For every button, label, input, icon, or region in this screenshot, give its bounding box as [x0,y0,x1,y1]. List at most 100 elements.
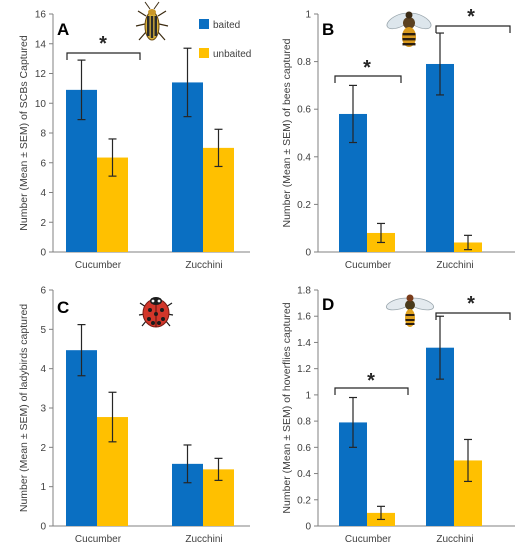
ladybird-spot [161,317,165,321]
ladybird-spot [147,317,151,321]
significance-bracket [334,75,402,83]
beetle-stripe [150,16,154,38]
legend-label-unbaited: unbaited [213,49,251,60]
bee-abdomen [402,27,416,47]
y-tick-label: 2 [40,218,46,229]
legend-label-baited: baited [213,20,240,31]
y-tick-label: 1.6 [297,312,311,323]
bee-icon [386,11,432,47]
bee-thorax [403,17,415,29]
beetle-stripe [154,16,157,36]
y-tick-label: 0 [40,248,46,259]
hoverfly-stripe [405,319,415,321]
x-tick-label: Zucchini [185,260,222,271]
x-tick-label: Zucchini [436,260,473,271]
y-axis-label: Number (Mean ± SEM) of hoverflies captur… [281,302,293,513]
hoverfly-thorax [405,300,415,310]
y-tick-label: 1 [305,390,311,401]
y-tick-label: 1 [305,10,311,21]
beetle-stripe [147,16,150,36]
ladybird-spot [148,308,152,312]
panel-letter: D [322,295,334,314]
y-tick-label: 0 [305,248,311,259]
beetle-antenna [144,1,151,10]
beetle-leg [138,31,147,41]
significance-bracket [66,52,141,60]
y-axis-label: Number (Mean ± SEM) of bees captured [281,38,293,227]
y-tick-label: 10 [35,99,47,110]
chart-panel-a: 0 2 4 6 8 10 12 14 16 Number (Mean ± SEM) of SCBs… [18,10,250,271]
ladybird-spot [157,321,161,325]
bee-stripe [402,38,416,41]
bar-baited-cucumber [66,350,97,526]
x-tick-label: Cucumber [345,260,392,271]
y-tick-label: 0.8 [297,57,311,68]
y-tick-label: 1.4 [297,338,311,349]
beetle-leg [137,10,147,17]
legend-swatch-baited [199,19,209,29]
y-tick-label: 12 [35,69,47,80]
hoverfly-stripe [405,314,415,316]
chart-panel-c: 0 1 2 3 4 5 6 Number (Mean ± SEM) of ladybirds … [18,286,250,545]
chart-panel-b: 0 0.2 0.4 0.6 0.8 1 Number (Mean ± SEM) of bee… [281,6,515,271]
x-tick-label: Cucumber [75,534,122,545]
beetle-leg [157,31,166,41]
y-tick-label: 1 [40,482,46,493]
ladybird-icon [138,297,174,328]
bee-stripe [402,33,416,36]
significance-bracket [435,25,511,33]
x-tick-label: Cucumber [345,534,392,545]
y-tick-label: 0 [305,522,311,533]
y-tick-label: 0.2 [297,200,311,211]
hoverfly-icon [385,294,435,327]
ladybird-head [150,297,162,305]
beetle-leg [157,10,167,17]
y-tick-label: 4 [40,188,46,199]
ladybird-spot [160,308,164,312]
y-tick-label: 3 [40,404,46,415]
ladybird-spot [151,321,155,325]
significance-asterisk: * [363,57,371,79]
beetle-head [148,9,156,15]
legend: baited unbaited [199,19,251,60]
beetle-antenna [153,1,160,10]
bee-stripe [402,43,416,46]
beetle-icon [135,1,169,41]
panel-letter: C [57,298,69,317]
legend-swatch-unbaited [199,48,209,58]
ladybird-head-spot [157,299,161,303]
y-tick-label: 4 [40,364,46,375]
panel-letter: B [322,20,334,39]
x-tick-label: Zucchini [185,534,222,545]
y-tick-label: 0.6 [297,105,311,116]
significance-bracket [334,387,409,395]
x-tick-label: Cucumber [75,260,122,271]
y-tick-label: 8 [40,129,46,140]
panel-letter: A [57,20,69,39]
significance-bracket [435,312,511,320]
y-tick-label: 0 [40,522,46,533]
y-axis-label: Number (Mean ± SEM) of ladybirds capture… [18,304,30,512]
y-tick-label: 1.2 [297,364,311,375]
significance-asterisk: * [99,33,107,55]
hoverfly-stripe [405,323,415,325]
y-tick-label: 6 [40,158,46,169]
y-tick-label: 6 [40,286,46,297]
ladybird-spot [154,312,158,316]
beetle-leg [158,23,169,27]
y-tick-label: 0.4 [297,469,311,480]
significance-asterisk: * [467,293,475,315]
significance-asterisk: * [367,370,375,392]
y-tick-label: 5 [40,325,46,336]
hoverfly-head [406,294,414,302]
y-tick-label: 2 [40,443,46,454]
bee-head [405,11,413,19]
y-axis-label: Number (Mean ± SEM) of SCBs Captured [18,35,30,231]
hoverfly-abdomen [405,309,415,327]
y-tick-label: 14 [35,39,47,50]
y-tick-label: 16 [35,10,47,21]
beetle-leg [135,23,146,27]
y-tick-label: 1.8 [297,286,311,297]
